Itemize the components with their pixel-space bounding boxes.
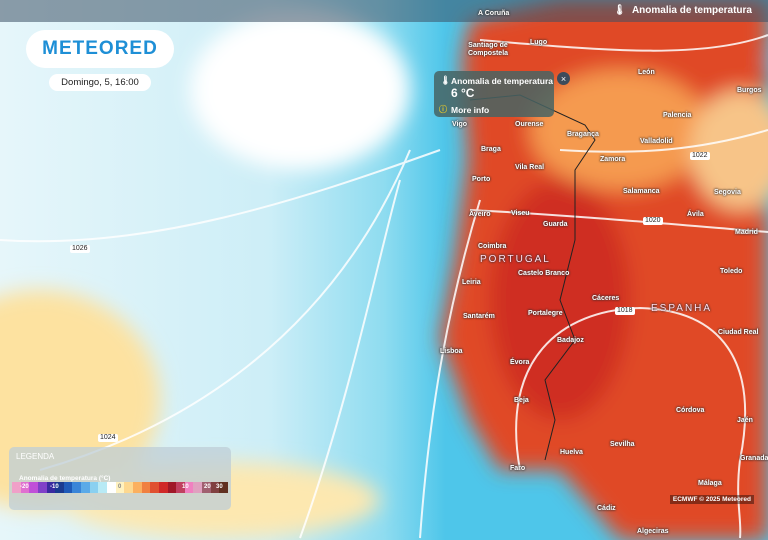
city-label: Castelo Branco <box>518 270 570 277</box>
city-label: Zamora <box>600 156 626 163</box>
scale-swatch <box>132 482 142 493</box>
city-label: Coimbra <box>478 243 507 250</box>
scale-swatch <box>202 482 211 493</box>
thermometer-icon: 🌡 <box>440 75 451 85</box>
scale-swatch <box>107 482 116 493</box>
city-label: Aveiro <box>469 211 491 218</box>
city-label: Faro <box>510 465 526 472</box>
city-label: Sevilha <box>610 441 635 448</box>
city-label: Badajoz <box>557 337 584 344</box>
info-icon: ⓘ <box>439 105 447 114</box>
scale-swatch <box>89 482 99 493</box>
isobar-label: 1024 <box>98 434 118 442</box>
city-label: Granada <box>740 455 768 462</box>
legend-panel: LEGENDA Anomalia de temperatura (°C) -20… <box>9 447 231 510</box>
scale-swatch <box>29 482 38 493</box>
scale-swatch <box>150 482 159 493</box>
top-bar: 🌡 Anomalia de temperatura <box>0 0 768 22</box>
city-label: Évora <box>510 359 530 366</box>
tick: 0 <box>118 484 122 490</box>
city-label: Braga <box>481 146 501 153</box>
tooltip-title: Anomalia de temperatura <box>451 76 554 86</box>
info-tooltip: 🌡 Anomalia de temperatura 6 °C ⓘ More in… <box>434 71 554 117</box>
tick: -10 <box>50 484 59 490</box>
scale-swatch <box>210 482 220 493</box>
scale-swatch <box>124 482 133 493</box>
scale-swatch <box>184 482 194 493</box>
city-label: Córdova <box>676 407 705 414</box>
thermometer-icon: 🌡 <box>613 5 626 16</box>
tick: -20 <box>20 484 29 490</box>
city-label: Vila Real <box>515 164 545 171</box>
city-label: Valladolid <box>640 138 673 145</box>
city-label: Viseu <box>511 210 530 217</box>
more-info-link[interactable]: More info <box>451 105 490 115</box>
scale-swatch <box>55 482 64 493</box>
scale-swatch <box>20 482 30 493</box>
copyright: ECMWF © 2025 Meteored <box>669 495 754 504</box>
tick: 30 <box>216 484 223 490</box>
scale-swatch <box>37 482 47 493</box>
city-label: León <box>638 69 655 76</box>
city-label: Beja <box>514 397 529 404</box>
scale-swatch <box>81 482 90 493</box>
close-tooltip-button[interactable]: × <box>557 72 570 85</box>
scale-swatch <box>219 482 229 493</box>
city-label: Ourense <box>515 121 544 128</box>
tooltip-value: 6 °C <box>451 86 475 100</box>
scale-swatch <box>193 482 203 493</box>
isobar-label: 1020 <box>643 217 663 225</box>
tick: 10 <box>182 484 189 490</box>
scale-swatch <box>158 482 168 493</box>
city-label: Segovia <box>714 189 741 196</box>
city-label: Cáceres <box>592 295 620 302</box>
city-label: Lugo <box>530 39 548 46</box>
country-label: ESPANHA <box>651 303 713 314</box>
scale-swatch <box>115 482 125 493</box>
city-label: Palencia <box>663 112 692 119</box>
layer-title: Anomalia de temperatura <box>631 5 752 16</box>
city-label: Cádiz <box>597 505 616 512</box>
city-label: Huelva <box>560 449 583 456</box>
color-scale <box>12 482 229 493</box>
city-label: Porto <box>472 176 491 183</box>
city-label: Santiago de Compostela <box>467 42 509 57</box>
tick: 20 <box>204 484 211 490</box>
scale-swatch <box>141 482 151 493</box>
city-label: Ávila <box>687 211 704 218</box>
meteored-logo[interactable]: METEORED <box>26 30 174 68</box>
city-label: Guarda <box>543 221 568 228</box>
city-label: Madrid <box>735 229 758 236</box>
legend-title: LEGENDA <box>16 452 55 461</box>
city-label: Málaga <box>698 480 722 487</box>
city-label: A Coruña <box>478 10 510 17</box>
layer-selector[interactable]: 🌡 Anomalia de temperatura <box>613 5 752 16</box>
border-line <box>469 94 596 461</box>
legend-subtitle: Anomalia de temperatura (°C) <box>19 475 111 482</box>
city-label: Burgos <box>737 87 762 94</box>
scale-swatch <box>72 482 82 493</box>
city-label: Bragança <box>567 131 599 138</box>
scale-swatch <box>46 482 56 493</box>
city-label: Toledo <box>720 268 743 275</box>
scale-swatch <box>176 482 185 493</box>
city-label: Salamanca <box>623 188 660 195</box>
city-label: Lisboa <box>440 348 463 355</box>
city-label: Algeciras <box>637 528 669 535</box>
isobar-label: 1026 <box>70 245 90 253</box>
scale-swatch <box>98 482 108 493</box>
city-label: Vigo <box>452 121 468 128</box>
city-label: Santarém <box>463 313 495 320</box>
scale-swatch <box>12 482 21 493</box>
city-label: Ciudad Real <box>718 329 759 336</box>
city-label: Jaén <box>737 417 753 424</box>
isobar-label: 1018 <box>615 307 635 315</box>
scale-swatch <box>63 482 73 493</box>
isobar-label: 1022 <box>690 152 710 160</box>
country-label: PORTUGAL <box>480 254 551 265</box>
city-label: Portalegre <box>528 310 563 317</box>
forecast-date[interactable]: Domingo, 5, 16:00 <box>49 74 151 91</box>
scale-swatch <box>167 482 177 493</box>
city-label: Leiria <box>462 279 481 286</box>
